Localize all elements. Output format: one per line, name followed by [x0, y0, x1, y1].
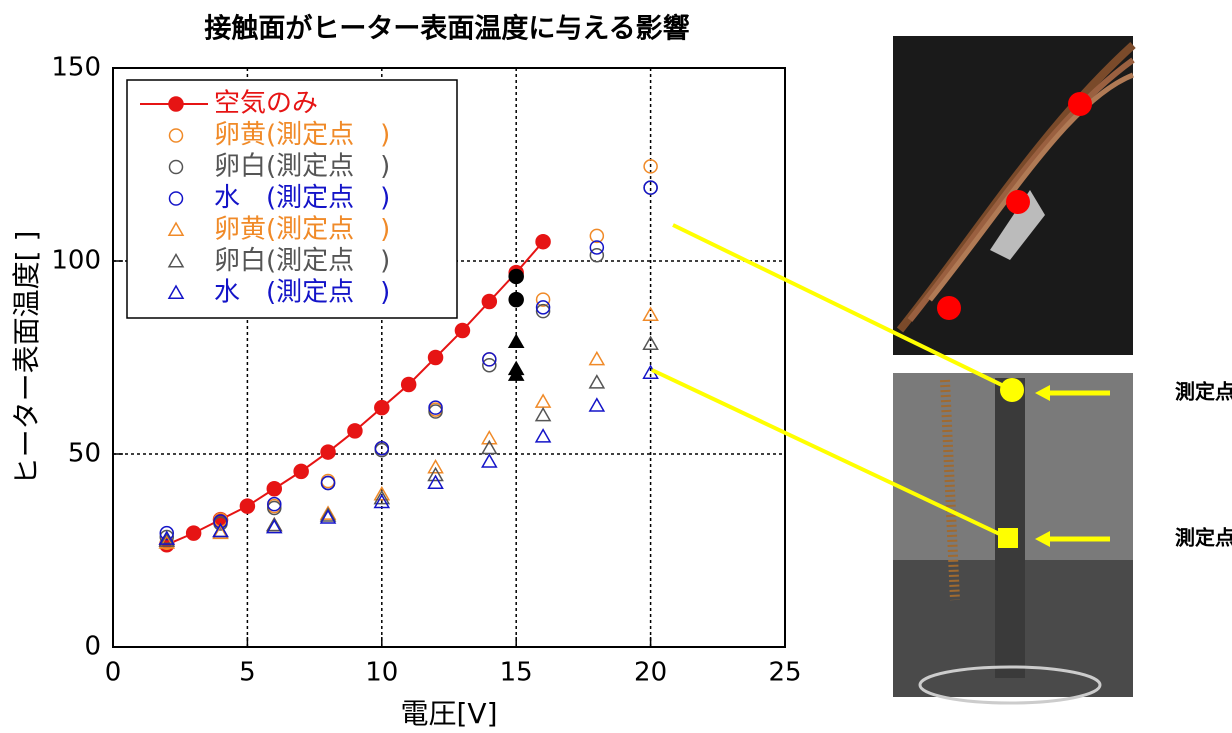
x-tick-label: 10	[365, 658, 398, 688]
y-tick-label: 50	[68, 439, 101, 469]
point-marker	[1068, 92, 1092, 116]
legend-label: 空気のみ	[214, 89, 318, 119]
photo-label: 測定点	[1175, 380, 1232, 404]
triangle-marker	[429, 461, 443, 473]
circle-marker	[240, 499, 254, 513]
legend-label: 水 (測定点 )	[214, 183, 390, 213]
circle-marker	[482, 295, 496, 309]
y-tick-label: 150	[51, 53, 101, 83]
x-tick-label: 5	[239, 658, 256, 688]
triangle-marker	[536, 430, 550, 442]
circle-marker	[402, 378, 416, 392]
x-axis-label: 電圧[V]	[400, 697, 497, 730]
circle-marker	[348, 424, 362, 438]
photos: 測定点 測定点	[652, 36, 1232, 703]
legend-label: 卵白(測定点 )	[214, 152, 390, 182]
figure: 接触面がヒーター表面温度に与える影響 電圧[V] ヒーター表面温度[ ] 0 5 1…	[0, 0, 1232, 733]
photo-label: 測定点	[1175, 526, 1232, 550]
triangle-marker	[590, 352, 604, 364]
circle-marker	[321, 445, 335, 459]
sensor-marker	[998, 528, 1018, 548]
circle-marker	[169, 97, 183, 111]
y-tick-label: 100	[51, 246, 101, 276]
circle-marker	[187, 526, 201, 540]
circle-marker	[455, 323, 469, 337]
legend-label: 卵黄(測定点 )	[214, 120, 390, 150]
circle-marker	[590, 249, 603, 262]
sensor-marker	[1000, 378, 1024, 402]
circle-marker	[429, 351, 443, 365]
triangle-marker	[509, 335, 523, 347]
triangle-marker	[482, 441, 496, 453]
circle-marker	[267, 482, 281, 496]
triangle-marker	[536, 408, 550, 420]
y-tick-label: 0	[84, 632, 101, 662]
x-tick-label: 25	[768, 658, 801, 688]
circle-marker	[375, 401, 389, 415]
y-axis-label: ヒーター表面温度[ ]	[10, 231, 43, 486]
circle-marker	[294, 464, 308, 478]
x-tick-label: 20	[634, 658, 667, 688]
x-tick-label: 15	[500, 658, 533, 688]
legend-label: 卵黄(測定点 )	[214, 215, 390, 245]
point-marker	[1006, 190, 1030, 214]
triangle-marker	[536, 395, 550, 407]
triangle-marker	[590, 376, 604, 388]
legend-label: 卵白(測定点 )	[214, 246, 390, 276]
legend-label: 水 (測定点 )	[214, 278, 390, 308]
point-marker	[937, 296, 961, 320]
triangle-marker	[590, 399, 604, 411]
circle-marker	[536, 235, 550, 249]
circle-marker	[509, 269, 523, 283]
circle-marker	[509, 293, 523, 307]
x-tick-label: 0	[105, 658, 122, 688]
triangle-marker	[482, 455, 496, 467]
chart-title: 接触面がヒーター表面温度に与える影響	[204, 13, 689, 45]
